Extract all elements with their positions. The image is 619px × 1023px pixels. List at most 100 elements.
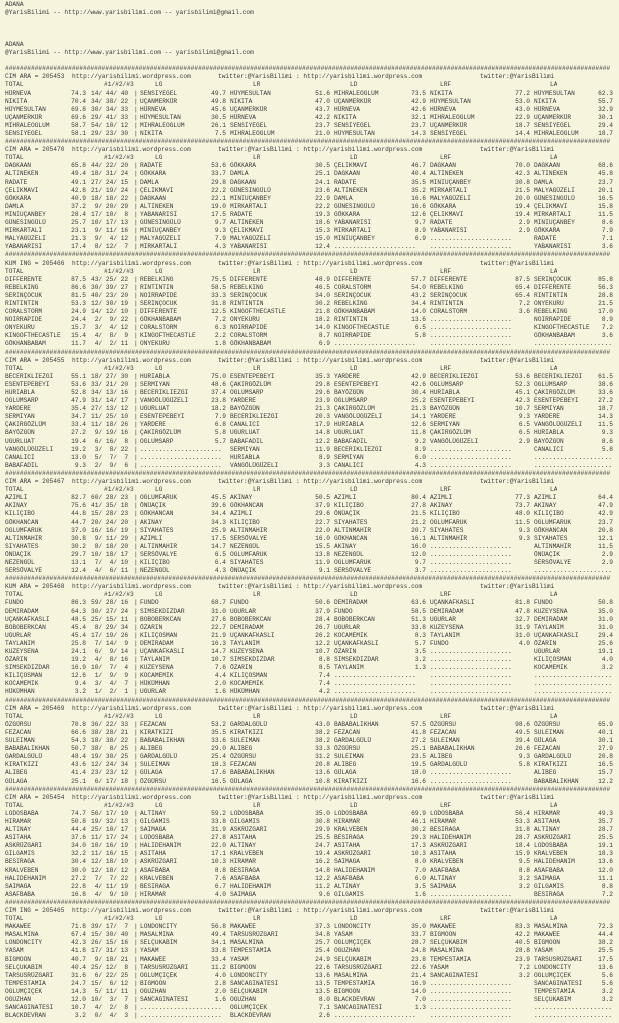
total-score: 11.7 [71,340,86,348]
header-la: LA [550,81,558,89]
twitter-link[interactable]: twitter:@YarisBilimi [480,907,555,914]
lg-name: HÜKÜMHAN [140,680,170,688]
table-row: UGURLAR 45.4 17/ 19/ 26 | KILIÇOSMAN 21.9 UÇAN… [0,632,619,640]
lrf-value: 3.2 [518,971,530,979]
ld-value: 19.5 [411,761,426,769]
lr-name: SENSIYEGEL [230,121,268,129]
lg-value: 68.7 [211,599,226,607]
ld-name: HURIABLA [334,421,364,429]
la-name: YARDERE [534,413,560,421]
lg-name: KUZEYSENA [140,664,174,672]
divider: | [134,558,138,566]
header-la: LA [550,591,558,599]
placings: 7/ 14/ 9 [91,639,129,647]
lg-value: 33.6 [211,737,226,745]
ld-value: 58.5 [411,607,426,615]
lrf-value: 30.8 [515,178,530,186]
ld-value: 11.8 [411,429,426,437]
lrf-filler: ...................... [430,1004,512,1012]
total-score: 82.7 [71,494,86,502]
twitter-site-link[interactable]: twitter:@YarisBilimi : http://yarisbilim… [218,583,423,591]
lrf-filler: ...................... [430,453,512,461]
lg-name: ASAFBABA [140,866,170,874]
twitter-link[interactable]: twitter:@YarisBilimi [480,478,555,486]
lr-name: LODOSBABA [230,809,264,817]
lr-value: 14.0 [315,324,330,332]
twitter-link[interactable]: twitter:@YarisBilimi [480,704,555,712]
lg-value: 26.1 [211,121,226,129]
twitter-site-link[interactable]: twitter:@YarisBilimi : http://yarisbilim… [218,907,423,914]
twitter-site-link[interactable]: twitter:@YarisBilimi : http://yarisbilim… [218,73,423,81]
lr-name: BABAFADIL [230,437,264,445]
twitter-link[interactable]: twitter:@YarisBilimi [480,793,555,801]
lrf-value: 65.4 [515,291,530,299]
twitter-site-link[interactable]: twitter:@YarisBilimi : http://yarisbilim… [218,704,423,712]
la-name: ALIBEG [534,769,557,777]
total-score: 25.8 [71,639,86,647]
twitter-link[interactable]: twitter:@YarisBilimi [480,146,555,154]
twitter-site-link[interactable]: twitter:@YarisBilimi : http://yarisbilim… [218,478,423,486]
horse-name: ALTINMAHIR [5,534,43,542]
lg-value: 49.7 [211,89,226,97]
lrf-filler: ...................... [430,316,512,324]
lg-name: MINIUÇANBEY [140,227,181,235]
total-score: 40.4 [71,963,86,971]
total-score: 14.3 [71,987,86,995]
ld-value: 30.4 [411,389,426,396]
lr-value: 35.3 [315,372,330,380]
lrf-value: 7.2 [518,963,530,971]
placings: 34/ 38/ 22 [91,97,129,105]
lg-name: SERINÇOCUK [140,299,178,307]
header-lrf: LRF [440,154,452,162]
total-score: 10.7 [71,1004,86,1012]
divider: | [134,380,138,388]
total-score: 28.4 [71,210,86,218]
lg-name: BECERIKLIEZGI [140,389,189,396]
horse-name: ONYEKURU [5,324,35,332]
ld-value: 54.0 [411,283,426,291]
lrf-name: AZIMLI [430,494,453,502]
site-link: http://yarisbilimi.wordpress.com [72,146,191,154]
lrf-filler: ...................... [430,996,512,1004]
twitter-site-link[interactable]: twitter:@YarisBilimi : http://yarisbilim… [218,793,423,801]
divider: | [134,526,138,534]
divider: | [134,453,138,461]
la-value: 3.2 [601,664,613,672]
twitter-link[interactable]: twitter:@YarisBilimi [480,73,555,81]
header-total: TOTAL [5,486,24,494]
table-row: MALYAGÜZELI 21.3 9/ 4/ 12 | MALYAGÜZELI 7.9 M… [0,235,619,243]
lrf-name: RADATE [430,219,453,227]
la-name: TAYLANIM [534,623,564,631]
twitter-site-link[interactable]: twitter:@YarisBilimi : http://yarisbilim… [218,146,423,154]
lr-name: ALTINEKEN [230,219,264,227]
twitter-link[interactable]: twitter:@YarisBilimi [480,259,555,267]
la-value: 42.9 [598,510,613,518]
twitter-site-link[interactable]: twitter:@YarisBilimi : http://yarisbilim… [218,259,423,267]
lr-value: 7.1 [318,1004,330,1012]
ld-value: 43.2 [411,291,426,299]
lg-value: 7.6 [214,664,226,672]
table-row: GÖKHANCAN 44.7 20/ 24/ 20 | AKINAY 34.3 KILIÇI… [0,519,619,527]
lg-name: SAIMAGA [140,826,166,834]
table-row: NIKITA 70.4 34/ 38/ 22 | UÇANMERKÜR 49.8 NIKIT… [0,98,619,106]
lg-value: 22.2 [211,186,226,194]
horse-name: NIKITA [5,97,28,105]
horse-name: HALIDEHANIM [5,874,46,882]
ld-name: UÇANMERKÜR [334,97,372,105]
la-name: NIKITA [534,97,557,105]
lr-name: GARDALGÜLÜ [230,720,268,728]
lg-value: 33.8 [211,817,226,825]
ld-value: 27.8 [411,502,426,510]
twitter-link[interactable]: twitter:@YarisBilimi [480,356,555,364]
horse-name: MAKAWEE [5,923,31,931]
la-filler: ...................... [534,688,613,696]
twitter-site-link[interactable]: twitter:@YarisBilimi : http://yarisbilim… [218,356,423,364]
total-score: 30.2 [71,542,86,550]
horse-name: KOCAMEMIK [5,680,39,688]
lg-value: 4.4 [214,672,226,680]
lrf-name: MAKAWEE [430,923,456,931]
table-row: KINGOFTHECASTLE 15.4 4/ 8/ 9 | KINGOFTHECAS… [0,332,619,340]
twitter-link[interactable]: twitter:@YarisBilimi [480,583,555,591]
total-score: 42.8 [71,186,86,194]
lrf-value: 3.2 [518,874,530,882]
